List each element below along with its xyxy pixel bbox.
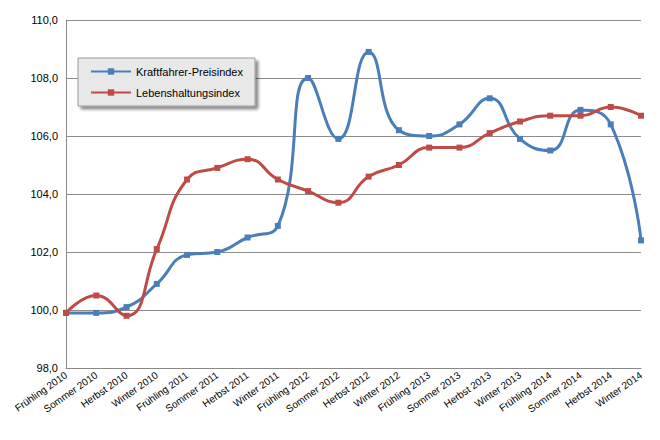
svg-text:Herbst 2012: Herbst 2012 xyxy=(320,369,372,410)
svg-text:Frühling 2014: Frühling 2014 xyxy=(497,369,554,414)
svg-text:Winter 2013: Winter 2013 xyxy=(472,369,524,410)
svg-text:Lebenshaltungsindex: Lebenshaltungsindex xyxy=(136,87,240,99)
svg-text:Herbst 2010: Herbst 2010 xyxy=(78,369,130,410)
svg-text:Sommer 2012: Sommer 2012 xyxy=(283,369,342,415)
svg-text:Winter 2010: Winter 2010 xyxy=(109,369,160,410)
svg-text:Herbst 2014: Herbst 2014 xyxy=(563,369,614,410)
svg-text:106,0: 106,0 xyxy=(30,130,58,142)
svg-text:Winter 2011: Winter 2011 xyxy=(231,369,281,409)
svg-text:Frühling 2012: Frühling 2012 xyxy=(254,369,312,414)
svg-text:Sommer 2010: Sommer 2010 xyxy=(41,369,100,415)
svg-text:Kraftfahrer-Preisindex: Kraftfahrer-Preisindex xyxy=(136,66,243,78)
svg-text:108,0: 108,0 xyxy=(30,72,58,84)
svg-text:Frühling 2010: Frühling 2010 xyxy=(12,369,70,414)
svg-text:Sommer 2014: Sommer 2014 xyxy=(525,369,584,415)
svg-text:100,0: 100,0 xyxy=(30,304,58,316)
svg-text:102,0: 102,0 xyxy=(30,246,58,258)
svg-text:Frühling 2013: Frühling 2013 xyxy=(375,369,433,414)
svg-text:110,0: 110,0 xyxy=(31,14,58,26)
svg-text:Winter 2014: Winter 2014 xyxy=(594,369,645,409)
svg-text:Frühling 2011: Frühling 2011 xyxy=(134,369,191,414)
svg-text:Herbst 2013: Herbst 2013 xyxy=(441,369,493,410)
svg-text:Sommer 2011: Sommer 2011 xyxy=(163,369,221,415)
svg-text:104,0: 104,0 xyxy=(30,188,58,200)
svg-text:Sommer 2013: Sommer 2013 xyxy=(404,369,463,415)
svg-text:Winter 2012: Winter 2012 xyxy=(351,369,403,410)
svg-text:Herbst 2011: Herbst 2011 xyxy=(200,369,251,410)
svg-text:98,0: 98,0 xyxy=(37,362,58,374)
